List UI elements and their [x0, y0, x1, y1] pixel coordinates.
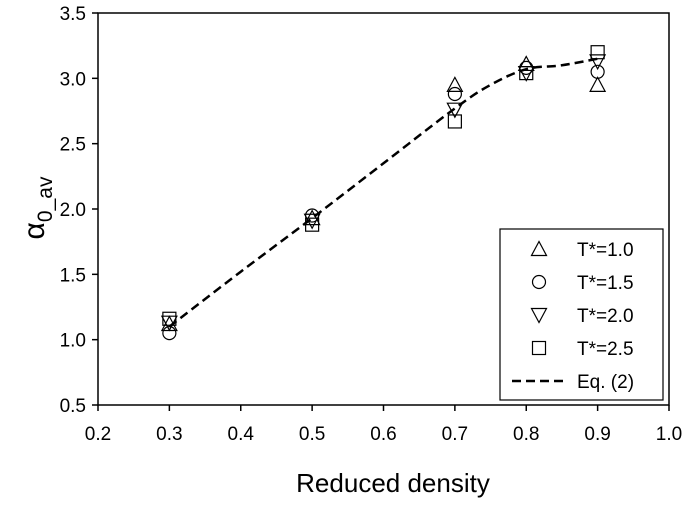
- legend: T*=1.0 T*=1.5 T*=2.0 T*=2.5 Eq. (2): [499, 228, 664, 401]
- y-tick-label: 1.5: [60, 265, 86, 286]
- y-tick-label: 3.5: [60, 4, 86, 25]
- y-tick-label: 2.0: [60, 200, 86, 221]
- x-tick-label: 0.2: [85, 424, 111, 445]
- data-point-triangle-down: [303, 213, 321, 230]
- x-tick-label: 0.9: [584, 424, 610, 445]
- fit-line-eq2: [168, 57, 598, 328]
- legend-box: [499, 228, 664, 401]
- x-tick-label: 1.0: [656, 424, 682, 445]
- x-tick-label: 0.8: [513, 424, 539, 445]
- data-point-triangle-down: [446, 102, 464, 119]
- x-tick-label: 0.4: [228, 424, 255, 445]
- legend-label: T*=1.5: [577, 273, 634, 294]
- x-tick-label: 0.6: [370, 424, 396, 445]
- data-point-triangle-up: [589, 76, 607, 92]
- data-point-square: [519, 66, 534, 81]
- legend-marker-square: [531, 340, 547, 356]
- y-tick-label: 2.5: [60, 135, 86, 156]
- x-tick-label: 0.7: [442, 424, 468, 445]
- data-point-triangle-up: [517, 55, 535, 72]
- data-point-circle: [447, 86, 462, 102]
- data-point-square: [590, 45, 605, 60]
- y-tick-label: 3.0: [60, 69, 86, 90]
- legend-marker-triangle-up: [530, 240, 548, 257]
- x-tick-label: 0.5: [299, 424, 325, 445]
- legend-marker-circle: [531, 274, 547, 290]
- data-point-circle: [590, 64, 605, 79]
- y-axis-label-sub: 0_av: [34, 176, 57, 222]
- data-point-square: [447, 114, 462, 129]
- axis-labels-layer: Reduced density α0_av: [18, 176, 490, 498]
- y-axis-label: α0_av: [18, 176, 57, 239]
- data-point-square: [162, 311, 177, 326]
- data-point-triangle-up: [446, 76, 464, 92]
- data-point-square: [305, 217, 320, 232]
- legend-marker-triangle-down: [530, 307, 548, 324]
- data-points-layer: [160, 45, 607, 341]
- x-axis-label: Reduced density: [296, 468, 490, 498]
- x-tick-label: 0.3: [156, 424, 182, 445]
- legend-label: T*=2.0: [577, 306, 634, 327]
- y-tick-label: 0.5: [60, 396, 86, 417]
- data-point-triangle-down: [160, 315, 178, 332]
- data-point-circle: [162, 326, 177, 341]
- legend-label: T*=1.0: [577, 240, 634, 261]
- y-axis-label-main: α: [18, 222, 51, 239]
- y-tick-label: 1.0: [60, 331, 86, 352]
- data-point-triangle-down: [589, 54, 607, 71]
- legend-label: T*=2.5: [577, 339, 634, 360]
- axes-layer: 0.2 0.3 0.4 0.5 0.6 0.7 0.8 0.9 1.0 0.5 1.0 1.5 2.0 2…: [60, 4, 683, 445]
- fit-line-layer: [168, 57, 598, 328]
- legend-label: Eq. (2): [577, 372, 634, 393]
